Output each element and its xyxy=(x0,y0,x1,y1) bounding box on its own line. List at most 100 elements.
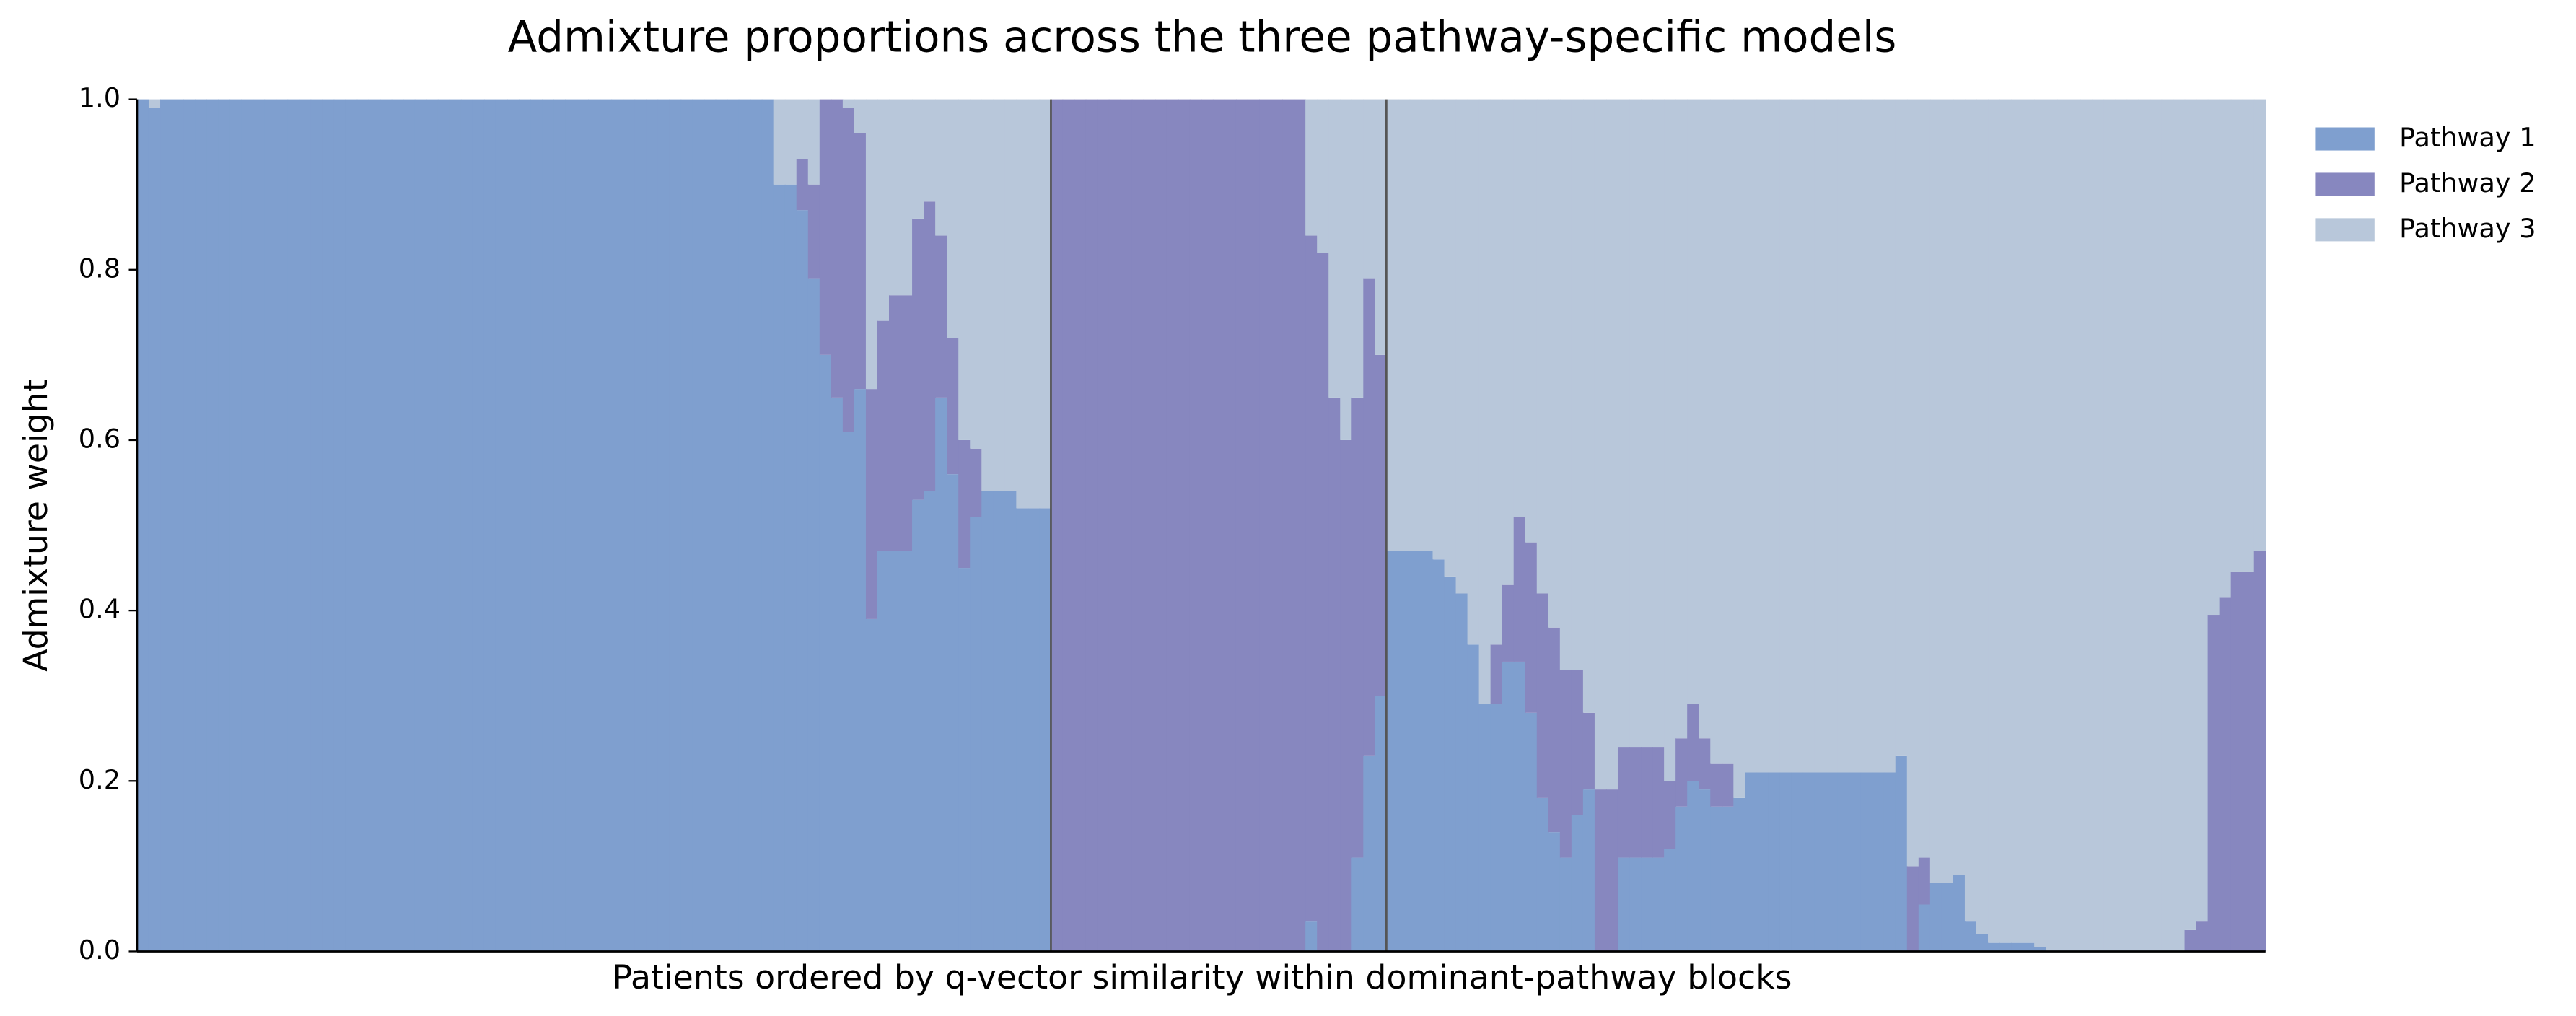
bar-segment xyxy=(1941,883,1954,952)
bar-segment xyxy=(1699,99,1712,739)
bar-segment xyxy=(1918,904,1931,952)
bar-segment xyxy=(865,618,878,952)
bar-segment xyxy=(1502,584,1515,662)
bar-segment xyxy=(796,159,809,211)
bar-segment xyxy=(1687,704,1700,781)
bar-segment xyxy=(518,99,531,952)
legend-swatch xyxy=(2315,127,2375,151)
bar-segment xyxy=(2230,572,2243,952)
bar-segment xyxy=(1432,99,1445,560)
bar-segment xyxy=(148,99,161,108)
bar-segment xyxy=(1351,857,1364,952)
bar-segment xyxy=(1860,772,1873,952)
bar-segment xyxy=(1664,99,1677,781)
bar-segment xyxy=(1895,99,1908,756)
bar-segment xyxy=(1629,99,1642,748)
bar-segment xyxy=(2219,597,2232,952)
bar-segment xyxy=(727,99,740,952)
bar-segment xyxy=(253,99,266,952)
bar-segment xyxy=(1826,99,1839,773)
bar-segment xyxy=(912,218,925,500)
bar-segment xyxy=(646,99,659,952)
y-tick-label: 0.4 xyxy=(79,594,121,625)
bar-segment xyxy=(1605,789,1618,952)
bar-segment xyxy=(877,99,890,321)
bar-segment xyxy=(1085,99,1098,952)
bar-segment xyxy=(1699,738,1712,790)
bar-segment xyxy=(2207,99,2220,616)
bar-segment xyxy=(1582,789,1595,952)
bar-segment xyxy=(2219,99,2232,598)
bar-segment xyxy=(1351,397,1364,858)
bar-segment xyxy=(1582,99,1595,713)
bar-segment xyxy=(1687,99,1700,705)
bar-segment xyxy=(1513,99,1526,517)
bar-segment xyxy=(1166,99,1179,952)
bar-segment xyxy=(1976,934,1989,952)
bar-segment xyxy=(1421,551,1434,952)
bar-segment xyxy=(136,99,149,952)
bar-segment xyxy=(958,568,971,952)
bar-segment xyxy=(1513,517,1526,662)
bar-segment xyxy=(2103,99,2116,952)
bar-segment xyxy=(1826,772,1839,952)
bar-segment xyxy=(472,99,485,952)
bar-segment xyxy=(507,99,520,952)
bar-segment xyxy=(1559,670,1572,858)
bar-segment xyxy=(322,99,335,952)
bar-segment xyxy=(2196,921,2209,952)
bar-segment xyxy=(553,99,566,952)
bar-segment xyxy=(1641,857,1654,952)
bar-segment xyxy=(1363,755,1376,952)
bar-segment xyxy=(935,397,948,952)
bar-segment xyxy=(889,295,901,551)
bar-segment xyxy=(310,99,323,952)
bar-segment xyxy=(1271,99,1283,952)
bar-segment xyxy=(380,99,393,952)
bar-segment xyxy=(692,99,705,952)
bar-segment xyxy=(1802,99,1815,773)
bar-segment xyxy=(483,99,496,952)
bar-segment xyxy=(2034,947,2047,952)
bar-segment xyxy=(414,99,427,952)
bar-segment xyxy=(1490,99,1503,645)
bar-segment xyxy=(1478,99,1491,705)
bar-segment xyxy=(1849,772,1862,952)
bar-segment xyxy=(889,551,901,952)
bar-segment xyxy=(623,99,636,952)
bar-segment xyxy=(1722,806,1735,952)
bar-segment xyxy=(368,99,381,952)
bar-segment xyxy=(1605,99,1618,790)
bar-segment xyxy=(784,99,797,185)
bar-segment xyxy=(1929,883,1942,952)
bar-segment xyxy=(1340,99,1353,440)
bar-segment xyxy=(1375,354,1388,696)
bar-segment xyxy=(565,99,578,952)
bar-segment xyxy=(912,499,925,952)
chart-title: Admixture proportions across the three p… xyxy=(508,12,1897,62)
bar-segment xyxy=(1872,772,1885,952)
bar-segment xyxy=(2023,99,2036,943)
bar-segment xyxy=(1722,763,1735,807)
bar-segment xyxy=(970,517,983,952)
bar-segment xyxy=(1016,99,1029,509)
bar-segment xyxy=(1305,99,1318,236)
bar-segment xyxy=(1247,99,1260,952)
bar-segment xyxy=(1710,806,1723,952)
bar-segment xyxy=(1525,99,1538,543)
bar-segment xyxy=(1976,99,1989,934)
bar-segment xyxy=(819,99,832,355)
bar-segment xyxy=(877,320,890,551)
bar-segment xyxy=(1594,99,1607,790)
bar-segment xyxy=(1629,747,1642,858)
bar-segment xyxy=(1918,99,1931,858)
bar-segment xyxy=(1791,99,1804,773)
bar-segment xyxy=(750,99,763,952)
bar-segment xyxy=(1525,712,1538,952)
bar-segment xyxy=(1964,921,1977,952)
bar-segment xyxy=(761,99,774,952)
bar-segment xyxy=(460,99,473,952)
bar-segment xyxy=(2023,942,2036,952)
